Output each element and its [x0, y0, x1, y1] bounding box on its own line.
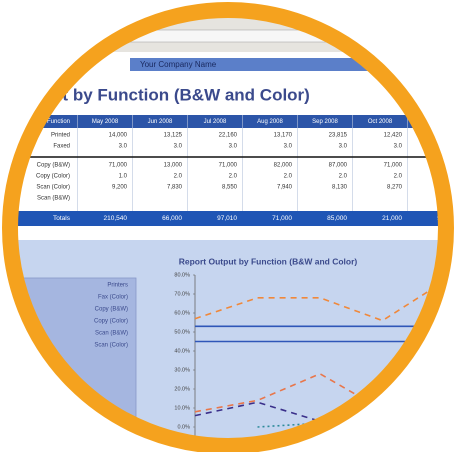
legend-entry: Scan (B&W)	[95, 331, 128, 337]
table-cell: 1.0	[119, 174, 128, 180]
company-name: Your Company Name	[140, 60, 217, 69]
table-cell: 2.0	[284, 174, 293, 180]
y-tick-label: 10.0%	[174, 405, 190, 411]
column-header: Oct 2008	[368, 119, 393, 125]
table-cell: 3.0	[119, 144, 128, 150]
column-header: Function	[47, 119, 70, 125]
table-cell: 3.0	[394, 144, 403, 150]
table-cell: 71,000	[109, 163, 128, 169]
table-cell: 2.0	[339, 174, 348, 180]
table-cell: 87,000	[329, 163, 348, 169]
totals-cell: 21,000	[382, 215, 402, 222]
table-cell: 2.0	[229, 174, 238, 180]
table-cell: 22,160	[219, 133, 238, 139]
table-cell: 8,550	[222, 185, 238, 191]
totals-cell: 97,010	[217, 215, 237, 222]
y-tick-label: 60.0%	[174, 310, 190, 316]
row-label: Copy (B&W)	[37, 163, 70, 169]
column-header: Jul 2008	[204, 119, 227, 125]
row-label: Copy (Color)	[36, 174, 70, 180]
row-label: Scan (Color)	[36, 185, 70, 191]
legend-entry: Fax (Color)	[98, 295, 128, 301]
report-title: tput by Function (B&W and Color)	[36, 85, 310, 104]
column-header: May 2008	[92, 119, 119, 125]
column-header: Sep 2008	[312, 119, 338, 125]
table-cell: 3.0	[284, 144, 293, 150]
table-cell: 7,940	[277, 185, 293, 191]
y-tick-label: 70.0%	[174, 291, 190, 297]
table-cell: 71,000	[384, 163, 403, 169]
table-cell: 8,270	[387, 185, 403, 191]
y-tick-label: 20.0%	[174, 386, 190, 392]
table-cell: 3.0	[174, 144, 183, 150]
table-cell: 71,000	[219, 163, 238, 169]
screenshot: Your Company Name tput by Function (B&W …	[0, 0, 456, 452]
row-label: Printed	[51, 133, 70, 139]
table-cell: 13,000	[164, 163, 183, 169]
table-cell: 2.0	[174, 174, 183, 180]
y-tick-label: 0.0%	[177, 424, 190, 430]
y-tick-label: 80.0%	[174, 272, 190, 278]
table-cell: 3.0	[449, 144, 456, 150]
table-cell: 8,130	[332, 185, 348, 191]
row-label: Faxed	[53, 144, 70, 150]
legend-entry: Scan (Color)	[94, 343, 128, 349]
legend-entry: Copy (B&W)	[95, 307, 128, 313]
table-cell: 7,830	[167, 185, 183, 191]
table-cell: 14,000	[109, 133, 128, 139]
totals-cell: 71,000	[272, 215, 292, 222]
table-cell: 23,815	[329, 133, 348, 139]
table-cell: 82,000	[274, 163, 293, 169]
totals-label: Totals	[53, 215, 71, 222]
y-tick-label: 50.0%	[174, 329, 190, 335]
column-header: Aug 2008	[257, 119, 283, 125]
table-cell: 9,200	[112, 185, 128, 191]
table-cell: 13,110	[439, 133, 456, 139]
legend-entry: Printers	[107, 283, 128, 289]
chart-title: Report Output by Function (B&W and Color…	[179, 256, 358, 266]
table-cell: 2.0	[394, 174, 403, 180]
table-cell: 2.0	[449, 174, 456, 180]
y-tick-label: 40.0%	[174, 348, 190, 354]
column-header: Jun 2008	[148, 119, 173, 125]
table-cell: 13,125	[164, 133, 183, 139]
totals-cell: 85,000	[327, 215, 347, 222]
totals-cell: 210,540	[104, 215, 128, 222]
table-cell: 12,420	[384, 133, 403, 139]
y-tick-label: 30.0%	[174, 367, 190, 373]
table-cell: 3.0	[229, 144, 238, 150]
totals-cell: 66,000	[162, 215, 182, 222]
address-bar[interactable]	[130, 30, 456, 42]
row-label: Scan (B&W)	[37, 196, 70, 202]
table-cell: 13,170	[274, 133, 293, 139]
legend-entry: Copy (Color)	[94, 319, 128, 325]
table-cell: 3.0	[339, 144, 348, 150]
